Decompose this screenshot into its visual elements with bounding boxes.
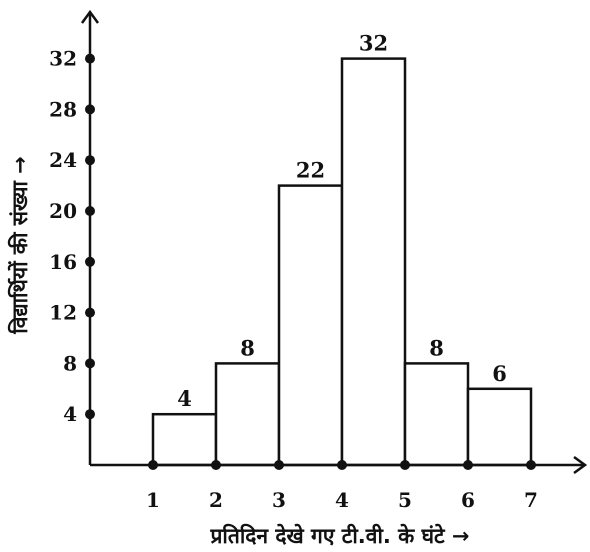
x-tick-label: 1 — [146, 488, 160, 512]
x-tick-label: 4 — [335, 488, 349, 512]
y-tick-dot — [85, 358, 95, 369]
x-tick-label: 7 — [524, 488, 538, 512]
y-tick-label: 12 — [49, 301, 77, 325]
tick-dots-layer — [85, 53, 536, 470]
x-tick-label: 5 — [398, 488, 412, 512]
bar-value-label: 8 — [429, 335, 444, 360]
y-tick-dot — [85, 256, 95, 267]
x-tick-dot — [337, 460, 347, 470]
bars-layer — [151, 57, 533, 467]
histogram-bar — [466, 387, 533, 467]
histogram-bar — [214, 362, 281, 467]
y-tick-label: 4 — [63, 402, 77, 426]
histogram-bar — [151, 412, 218, 467]
x-tick-dot — [400, 460, 410, 470]
bar-value-label: 22 — [296, 158, 325, 183]
y-tick-label: 8 — [63, 351, 77, 375]
y-tick-dot — [85, 155, 95, 166]
x-tick-dot — [211, 460, 221, 470]
y-tick-dot — [85, 206, 95, 216]
x-axis-title: प्रतिदिन देखे गए टी.वी. के घंटे → — [209, 523, 469, 548]
x-tick-label: 3 — [272, 488, 286, 512]
bar-value-label: 32 — [359, 31, 388, 56]
y-tick-label: 16 — [49, 250, 77, 274]
y-tick-label: 20 — [49, 199, 77, 223]
y-tick-label: 24 — [49, 148, 77, 172]
x-tick-dot — [463, 460, 473, 470]
bar-value-label: 6 — [492, 361, 507, 386]
y-tick-dot — [85, 104, 95, 115]
x-axis-arrowhead — [573, 455, 588, 475]
x-tick-label: 2 — [209, 488, 223, 512]
bar-value-label: 8 — [240, 335, 255, 360]
y-tick-label: 28 — [49, 97, 77, 121]
y-tick-dot — [85, 409, 95, 420]
y-tick-label: 32 — [49, 47, 77, 71]
histogram-bar — [340, 57, 407, 467]
bar-value-label: 4 — [177, 386, 192, 411]
y-axis-title: विद्यार्थियों की संख्या → — [7, 156, 32, 334]
x-tick-dot — [148, 460, 158, 470]
y-tick-dot — [85, 53, 95, 64]
histogram-bar — [403, 362, 470, 467]
histogram-bar — [277, 184, 344, 467]
y-axis-arrowhead — [80, 9, 100, 24]
x-tick-dot — [526, 460, 536, 470]
x-tick-dot — [274, 460, 284, 470]
y-tick-dot — [85, 307, 95, 318]
x-tick-label: 6 — [461, 488, 475, 512]
